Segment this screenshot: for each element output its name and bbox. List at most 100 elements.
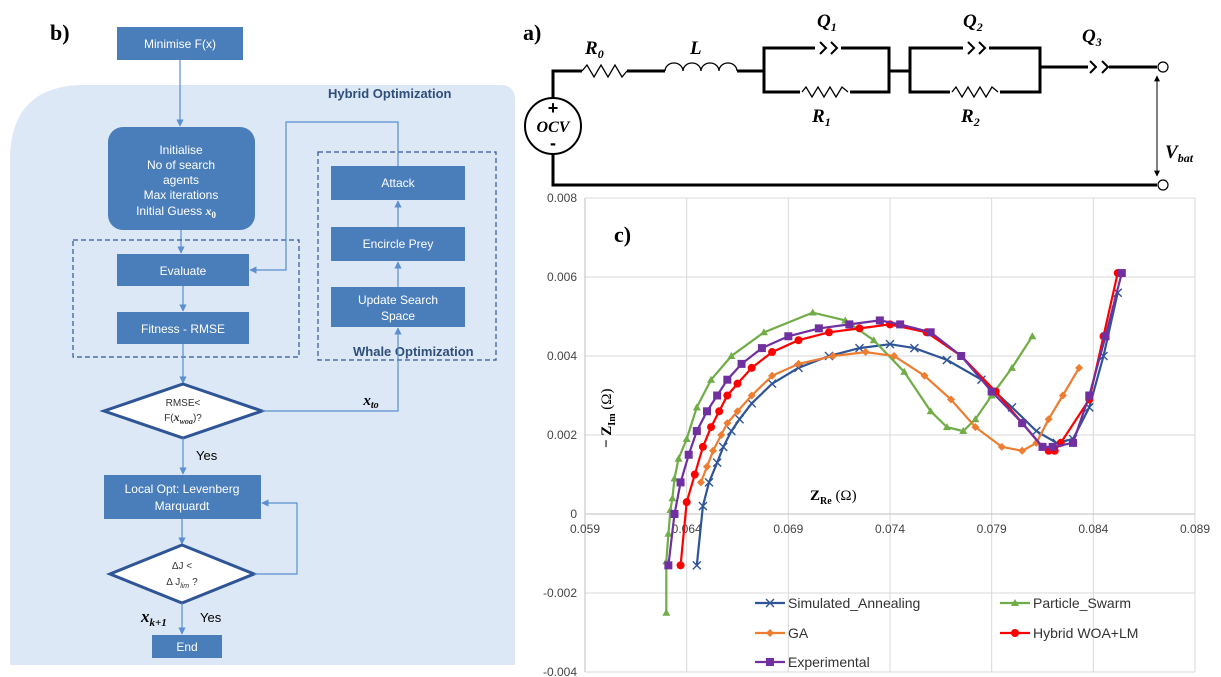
- panel-label-a: a): [523, 20, 541, 45]
- data-point: [757, 344, 766, 353]
- decision-rmse-line-1: RMSE<: [166, 398, 201, 409]
- data-point: [861, 348, 870, 357]
- data-point: [737, 359, 746, 368]
- data-point: [1101, 332, 1110, 341]
- data-point: [896, 320, 905, 329]
- data-point: [885, 339, 895, 349]
- update-line-2: Space: [381, 309, 415, 323]
- chart-ticks: 0.059 0.064 0.069 0.074 0.079 0.084 0.089 -0.00…: [543, 191, 1210, 677]
- initialise-line-1: Initialise: [159, 143, 203, 157]
- yes-label-1: Yes: [196, 448, 218, 463]
- attack-box: [331, 166, 465, 200]
- data-point: [664, 529, 673, 537]
- data-point: [909, 343, 919, 353]
- data-point: [829, 352, 838, 360]
- yes-label-2: Yes: [200, 610, 222, 625]
- data-point: [723, 391, 732, 400]
- localopt-line-2: Marquardt: [155, 499, 210, 513]
- data-point: [723, 375, 732, 384]
- cpe-q2: [967, 41, 987, 55]
- data-point: [676, 478, 685, 487]
- chart-grid: [584, 197, 1196, 673]
- data-point: [1075, 363, 1084, 372]
- data-point: [723, 419, 732, 428]
- data-point: [717, 431, 726, 439]
- fitness-text: Fitness - RMSE: [141, 322, 225, 336]
- localopt-line-1: Local Opt: Levenberg: [125, 482, 240, 496]
- data-point: [698, 501, 708, 511]
- y-tick-label: -0.004: [543, 665, 577, 677]
- legend-label: GA: [788, 625, 809, 641]
- data-point: [957, 352, 966, 360]
- xk1-label: xk+1: [140, 607, 167, 629]
- whale-group-title: Whale Optimization: [353, 344, 474, 359]
- arrow-decision2-localopt: [254, 499, 298, 575]
- cpe-q3: [1089, 60, 1110, 74]
- data-point: [676, 561, 685, 570]
- data-point: [869, 336, 878, 344]
- x-tick-label: 0.074: [875, 522, 905, 536]
- legend-swatch-marker: [765, 598, 775, 608]
- data-point: [1008, 363, 1016, 371]
- x-tick-label: 0.069: [773, 522, 803, 536]
- data-point: [1058, 391, 1067, 400]
- x-tick-label: 0.089: [1180, 522, 1210, 536]
- data-point: [1069, 438, 1077, 447]
- label-q3: Q3: [1082, 26, 1102, 49]
- encircle-box: [331, 227, 465, 261]
- arrow-attack-evaluate: [249, 121, 399, 274]
- fitness-box: [117, 312, 249, 344]
- legend-item: Particle_Swarm: [1000, 595, 1131, 611]
- rc-block-2: [908, 46, 1042, 94]
- attack-text: Attack: [381, 176, 415, 190]
- data-point: [726, 426, 736, 436]
- arrow-decision-update: [262, 327, 402, 412]
- data-point: [959, 427, 968, 435]
- data-point: [735, 414, 745, 424]
- update-box: [331, 287, 465, 327]
- panel-label-c: c): [614, 222, 631, 247]
- data-point: [926, 407, 935, 415]
- resistor-r0: [581, 63, 628, 79]
- data-point: [1038, 442, 1047, 451]
- x-tick-label: 0.079: [977, 522, 1007, 536]
- evaluate-text: Evaluate: [160, 264, 207, 278]
- legend-label: Experimental: [788, 654, 870, 670]
- initialise-line-4: Max iterations: [144, 188, 219, 202]
- data-point: [1044, 415, 1053, 424]
- label-q2: Q2: [963, 11, 983, 34]
- y-tick-label: 0.006: [547, 270, 577, 284]
- data-point: [698, 442, 707, 451]
- data-point: [875, 316, 884, 325]
- data-point: [670, 474, 679, 482]
- data-point: [947, 395, 955, 404]
- x-to-label: xto: [362, 393, 378, 411]
- data-point: [1028, 332, 1037, 340]
- data-point: [759, 328, 768, 336]
- hybrid-region-title: Hybrid Optimization: [328, 86, 452, 101]
- series-experimental: [664, 269, 1126, 570]
- initialise-line-3: agents: [163, 173, 199, 187]
- evaluate-box: [117, 254, 249, 286]
- data-point: [707, 375, 716, 383]
- data-point: [674, 454, 683, 462]
- legend-label: Simulated_Annealing: [788, 595, 920, 611]
- minimise-box: [117, 27, 243, 60]
- data-point: [768, 348, 777, 357]
- data-point: [971, 415, 980, 423]
- data-point: [767, 379, 777, 389]
- legend-label: Particle_Swarm: [1033, 595, 1131, 611]
- data-point: [670, 510, 679, 518]
- resistor-r1: [801, 85, 849, 99]
- data-point: [987, 387, 996, 396]
- panel-label-b: b): [50, 20, 70, 45]
- chart-panel: 0.059 0.064 0.069 0.074 0.079 0.084 0.089 -0.00…: [543, 191, 1210, 677]
- label-l: L: [689, 38, 702, 59]
- legend-item: Simulated_Annealing: [755, 595, 920, 611]
- data-point: [1117, 269, 1126, 278]
- data-point: [1018, 446, 1027, 455]
- data-point: [971, 423, 980, 432]
- data-point: [794, 359, 803, 368]
- inductor-l: [664, 62, 738, 72]
- wire-top-left: [551, 69, 582, 100]
